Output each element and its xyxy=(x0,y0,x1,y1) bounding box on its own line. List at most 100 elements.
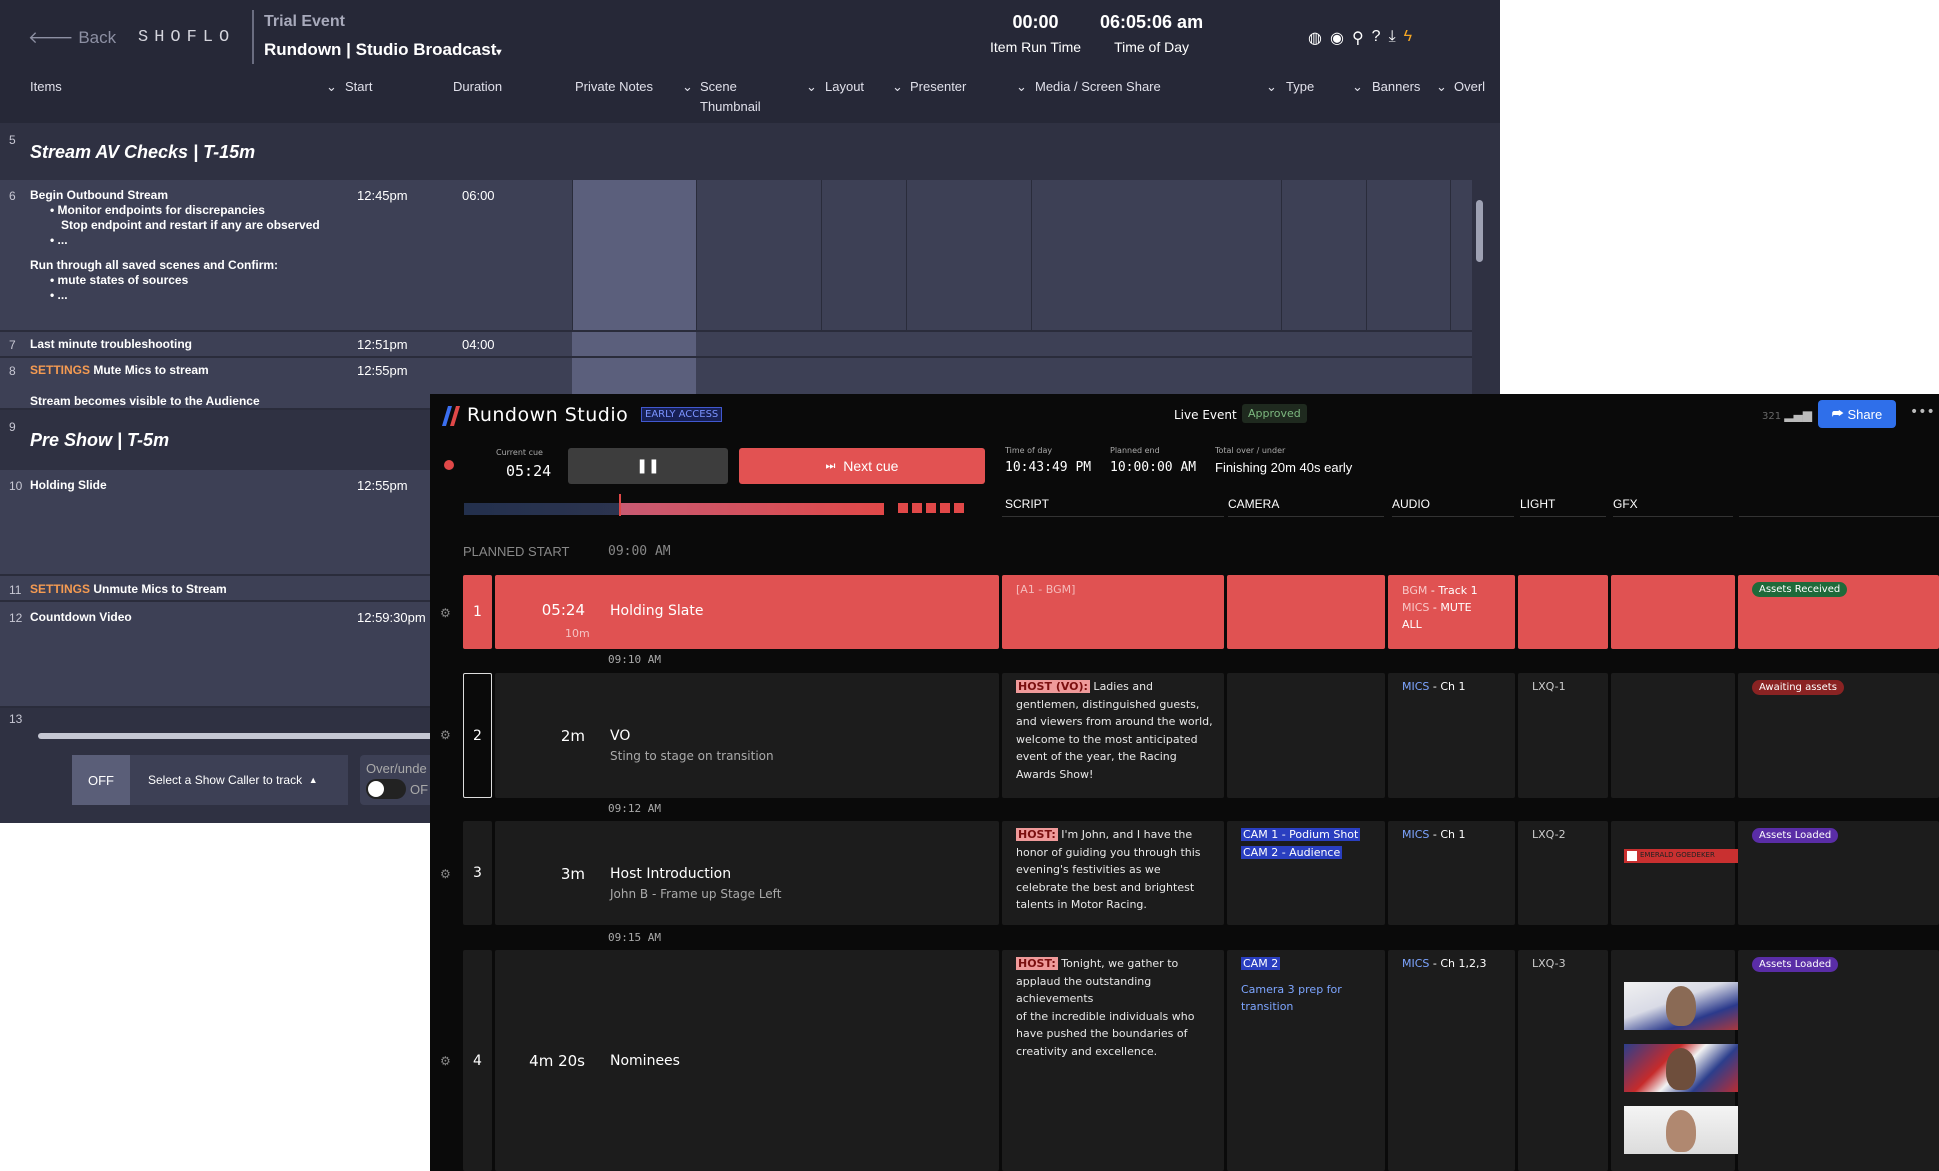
audio-cell[interactable]: BGM - Track 1 MICS - MUTE ALL xyxy=(1388,575,1515,649)
script-cell[interactable]: HOST (VO): Ladies and gentlemen, disting… xyxy=(1002,673,1224,798)
vertical-scrollbar[interactable] xyxy=(1476,200,1483,262)
chevron-down-icon[interactable]: ⌄ xyxy=(326,79,337,94)
back-button[interactable]: 🡐 Back xyxy=(28,28,116,48)
light-cell[interactable]: LXQ-3 xyxy=(1518,950,1608,1171)
camera-cell[interactable] xyxy=(1227,575,1385,649)
cue-marker[interactable] xyxy=(940,503,950,513)
search-icon[interactable]: ⚲ xyxy=(1351,30,1364,47)
col-type[interactable]: Type xyxy=(1286,79,1315,94)
cue-number[interactable]: 4 xyxy=(463,950,492,1171)
help-icon[interactable]: ? xyxy=(1371,28,1381,45)
selected-cell xyxy=(572,332,696,356)
assets-badge[interactable]: Assets Received xyxy=(1752,582,1848,597)
col-scene-thumbnail[interactable]: Scene Thumbnail xyxy=(700,79,761,114)
chevron-down-icon[interactable]: ⌄ xyxy=(1016,79,1027,94)
light-cell[interactable] xyxy=(1518,575,1608,649)
off-button[interactable]: OFF xyxy=(72,755,130,805)
row-item[interactable]: 7 Last minute troubleshooting 12:51pm 04… xyxy=(0,332,1472,358)
download-icon[interactable]: ⤓ xyxy=(1388,28,1396,45)
chevron-down-icon[interactable]: ⌄ xyxy=(1266,79,1277,94)
camera-cell[interactable]: CAM 1 - Podium Shot CAM 2 - Audience xyxy=(1227,821,1385,925)
eye-icon[interactable]: ◉ xyxy=(1329,30,1344,47)
status-cell[interactable]: Awaiting assets xyxy=(1738,673,1939,798)
cue-title-cell[interactable]: 4m 20s Nominees xyxy=(495,950,999,1171)
chevron-down-icon[interactable]: ⌄ xyxy=(806,79,817,94)
script-cell[interactable]: HOST: I'm John, and I have the honor of … xyxy=(1002,821,1224,925)
chevron-down-icon[interactable]: ⌄ xyxy=(892,79,903,94)
gear-icon[interactable]: ⚙ xyxy=(440,1054,451,1068)
col-camera[interactable]: CAMERA xyxy=(1228,497,1280,511)
column-header: Items ⌄ Start Duration Private Notes ⌄ S… xyxy=(0,75,1500,123)
gear-icon[interactable]: ⚙ xyxy=(440,728,451,742)
assets-badge[interactable]: Assets Loaded xyxy=(1752,828,1839,843)
status-cell[interactable]: Assets Loaded xyxy=(1738,821,1939,925)
progress-timeline[interactable] xyxy=(464,494,884,520)
cue-marker[interactable] xyxy=(912,503,922,513)
more-menu-icon[interactable]: ••• xyxy=(1910,404,1935,420)
cue-title-cell[interactable]: 2m VO Sting to stage on transition xyxy=(495,673,999,798)
col-items[interactable]: Items xyxy=(30,79,62,94)
grid-line xyxy=(1450,180,1451,330)
chevron-down-icon[interactable]: ⌄ xyxy=(1436,79,1447,94)
col-audio[interactable]: AUDIO xyxy=(1392,497,1431,511)
status-badge[interactable]: Approved xyxy=(1242,404,1307,423)
nominee-photo[interactable] xyxy=(1624,1106,1742,1154)
gear-icon[interactable]: ⚙ xyxy=(440,606,451,620)
script-cell[interactable]: HOST: Tonight, we gather to applaud the … xyxy=(1002,950,1224,1171)
toolbar-icons: ◍ ◉ ⚲ ? ⤓ ϟ xyxy=(1308,28,1412,48)
col-overlays[interactable]: Overl xyxy=(1454,79,1486,94)
audio-cell[interactable]: MICS - Ch 1 xyxy=(1388,821,1515,925)
gear-icon[interactable]: ⚙ xyxy=(440,867,451,881)
row-item[interactable]: 6 Begin Outbound Stream • Monitor endpoi… xyxy=(0,180,1472,332)
gfx-cell[interactable] xyxy=(1611,673,1735,798)
audio-cell[interactable]: MICS - Ch 1 xyxy=(1388,673,1515,798)
rundown-title-dropdown[interactable]: Rundown | Studio Broadcast▾ xyxy=(264,40,501,60)
bolt-icon[interactable]: ϟ xyxy=(1403,28,1413,45)
cue-number[interactable]: 3 xyxy=(463,821,492,925)
col-banners[interactable]: Banners xyxy=(1372,79,1421,94)
assets-badge[interactable]: Assets Loaded xyxy=(1752,957,1839,972)
cue-title-cell[interactable]: 3m Host Introduction John B - Frame up S… xyxy=(495,821,999,925)
row-number: 10 xyxy=(9,479,23,493)
col-gfx[interactable]: GFX xyxy=(1613,497,1638,511)
col-media[interactable]: Media / Screen Share xyxy=(1035,79,1161,94)
light-cell[interactable]: LXQ-1 xyxy=(1518,673,1608,798)
col-start[interactable]: Start xyxy=(345,79,373,94)
chevron-down-icon[interactable]: ⌄ xyxy=(1352,79,1363,94)
gfx-cell[interactable] xyxy=(1611,575,1735,649)
pause-button[interactable]: ❚❚ xyxy=(568,448,728,484)
col-presenter[interactable]: Presenter xyxy=(910,79,967,94)
audio-cell[interactable]: MICS - Ch 1,2,3 xyxy=(1388,950,1515,1171)
script-cell[interactable]: [A1 - BGM] xyxy=(1002,575,1224,649)
cue-number[interactable]: 2 xyxy=(463,673,492,798)
gfx-cell[interactable]: EMERALD GOEDEKER xyxy=(1611,821,1742,925)
col-private-notes[interactable]: Private Notes xyxy=(575,79,654,94)
share-button[interactable]: ⮫ Share xyxy=(1818,400,1896,428)
camera-cell[interactable] xyxy=(1227,673,1385,798)
camera-cell[interactable]: CAM 2 Camera 3 prep for transition xyxy=(1227,950,1385,1171)
cue-marker[interactable] xyxy=(898,503,908,513)
chevron-down-icon[interactable]: ⌄ xyxy=(682,79,693,94)
nominee-photo[interactable] xyxy=(1624,1044,1742,1092)
col-layout[interactable]: Layout xyxy=(825,79,865,94)
playhead[interactable] xyxy=(619,494,621,516)
globe-icon[interactable]: ◍ xyxy=(1308,30,1322,47)
gfx-cell[interactable] xyxy=(1611,950,1742,1171)
cue-marker[interactable] xyxy=(926,503,936,513)
assets-badge[interactable]: Awaiting assets xyxy=(1752,680,1844,695)
lower-third-graphic[interactable]: EMERALD GOEDEKER xyxy=(1624,849,1742,863)
status-cell[interactable]: Assets Loaded xyxy=(1738,950,1939,1171)
cue-title-cell[interactable]: 05:24 10m Holding Slate xyxy=(495,575,999,649)
nominee-photo[interactable] xyxy=(1624,982,1742,1030)
horizontal-scrollbar[interactable] xyxy=(38,733,438,739)
col-light[interactable]: LIGHT xyxy=(1520,497,1556,511)
col-script[interactable]: SCRIPT xyxy=(1005,497,1050,511)
cue-number[interactable]: 1 xyxy=(463,575,492,649)
over-under-toggle[interactable] xyxy=(366,779,406,799)
col-duration[interactable]: Duration xyxy=(453,79,503,94)
cue-marker[interactable] xyxy=(954,503,964,513)
show-caller-select[interactable]: Select a Show Caller to track ▲ xyxy=(130,755,348,805)
status-cell[interactable]: Assets Received xyxy=(1738,575,1939,649)
light-cell[interactable]: LXQ-2 xyxy=(1518,821,1608,925)
next-cue-button[interactable]: ⏭ Next cue xyxy=(739,448,985,484)
